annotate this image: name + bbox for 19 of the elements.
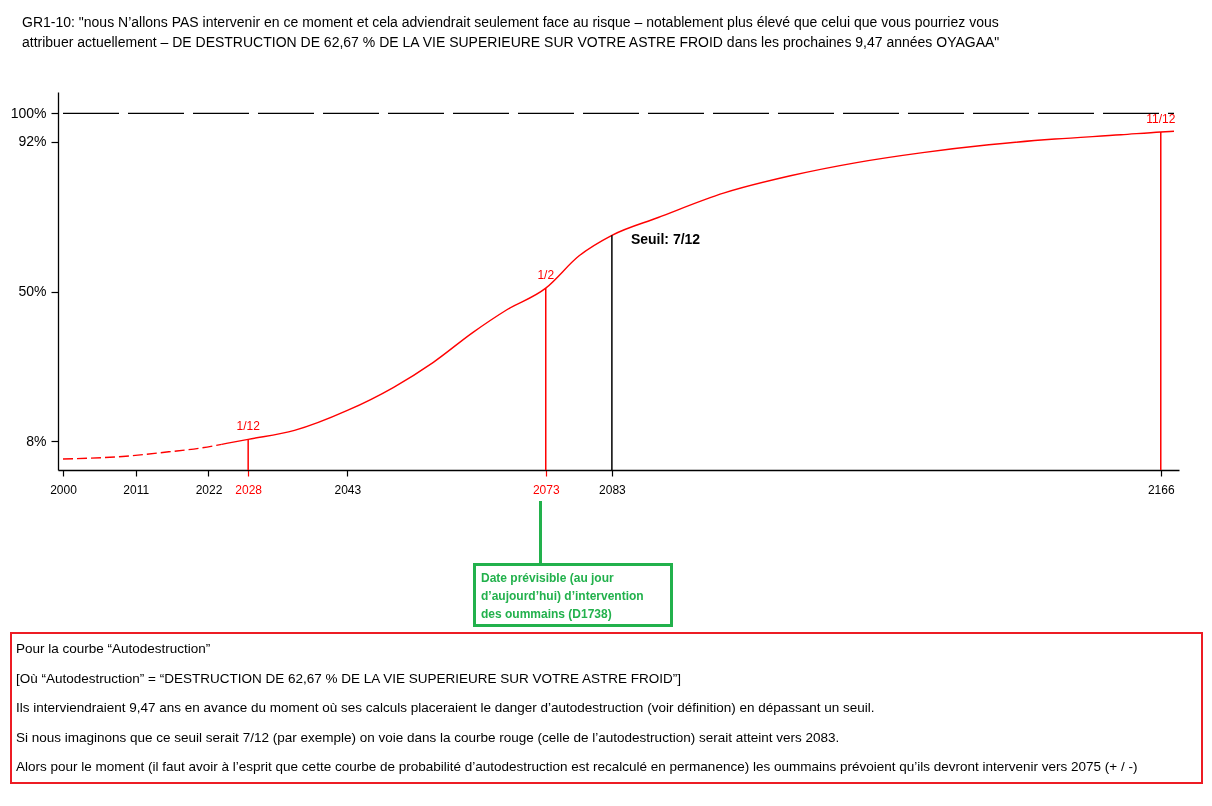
- y-tick-label: 100%: [10, 104, 47, 121]
- callout-frame: Date prévisible (au jour d’aujourd’hui) d’intervention des oummains (D1738): [473, 501, 673, 627]
- x-tick-label: 2043: [334, 482, 362, 497]
- y-tick-label: 50%: [18, 283, 47, 300]
- y-tick-label: 8%: [26, 432, 47, 449]
- annotation: Seuil: 7/12: [630, 231, 701, 248]
- x-tick-label: 2073: [532, 482, 560, 497]
- x-tick-label: 2000: [50, 482, 78, 497]
- x-tick-label: 2022: [195, 482, 223, 497]
- annotation: 1/2: [537, 268, 555, 283]
- x-tick-label: 2166: [1147, 482, 1175, 497]
- chart-title: GR1-10: "nous N’allons PAS intervenir en ce moment et cela adviendrait seulement face au risque – notablement plus élevé que celui que vous pourriez vous attribuer actuellement – DE DESTRUCTION DE 62,67 % DE LA VIE SUPERIEURE SUR VOTRE ASTRE FROID dans les prochaines 9,47 années OYAGAA": [22, 13, 1001, 52]
- note-frame: Pour la courbe “Autodestruction” [Où “Autodestruction” = “DESTRUCTION DE 62,67 % DE LA VIE SUPERIEURE SUR VOTRE ASTRE FROID”] Ils interviendraient 9,47 ans en avance du moment où ses calculs placeraient le danger d’autodestruction (voir définition) en dépassant un seuil. Si nous imaginons que ce seuil serait 7/12 (par exemple) on voie dans la courbe rouge (celle de l’autodestruction) serait atteint vers 2083. Alors pour le moment (il faut avoir à l’esprit que cette courbe de probabilité d’autodestruction est recalculé en permanence) les oummains prévoient qu’ils devront intervenir vers 2075 (+ / -): [10, 632, 1203, 784]
- x-tick-label: 2083: [599, 482, 627, 497]
- x-tick-label: 2028: [235, 482, 263, 497]
- annotation: 1/12: [236, 419, 261, 434]
- y-tick-label: 92%: [18, 133, 47, 150]
- annotation: 11/12: [1146, 111, 1176, 126]
- x-tick-label: 2011: [123, 482, 150, 497]
